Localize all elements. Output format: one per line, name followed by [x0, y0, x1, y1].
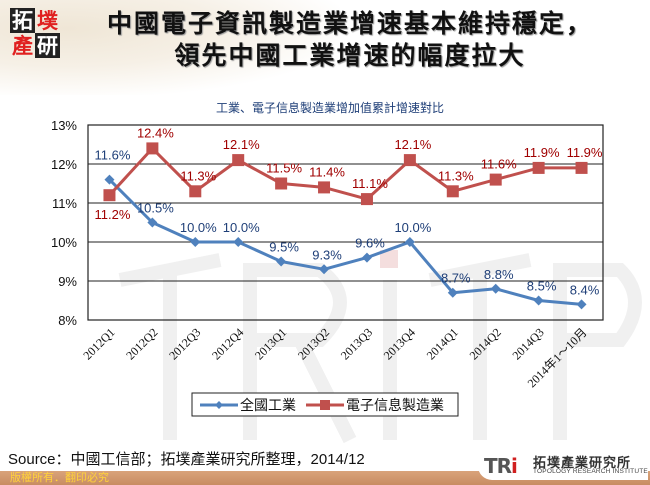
tri-logo-chinese: 拓墣產業研究所 — [533, 455, 632, 470]
x-tick-label: 2012Q1 — [80, 325, 117, 362]
x-tick-label: 2013Q3 — [338, 325, 375, 362]
legend-marker-square — [320, 400, 330, 410]
y-tick-label: 13% — [51, 118, 77, 133]
data-point-diamond — [319, 264, 330, 275]
data-point-square — [360, 193, 373, 206]
logo-char: 研 — [35, 33, 60, 58]
logo-char: 拓 — [10, 8, 35, 33]
data-point-square — [446, 185, 459, 198]
data-point-diamond — [576, 299, 587, 310]
y-tick-label: 10% — [51, 235, 77, 250]
data-label: 10.0% — [223, 220, 260, 235]
chart-gridlines — [88, 163, 603, 282]
title-line-2: 領先中國工業增速的幅度拉大 — [174, 41, 526, 70]
x-tick-label: 2013Q2 — [295, 325, 332, 362]
data-point-square — [575, 161, 588, 174]
x-axis-ticks: 2012Q1 2012Q2 2012Q3 2012Q4 2013Q1 2013Q2 2013… — [80, 325, 589, 390]
data-point-square — [532, 161, 545, 174]
data-label: 11.2% — [95, 207, 131, 222]
data-label: 10.5% — [137, 201, 174, 216]
tri-logo-english: TOPOLOGY RESEARCH INSTITUTE — [533, 468, 648, 475]
logo-char: 產 — [12, 33, 33, 58]
data-label: 11.5% — [266, 161, 302, 176]
data-point-square — [189, 185, 202, 198]
data-label: 9.5% — [269, 240, 299, 255]
data-label: 12.1% — [223, 137, 260, 152]
data-label: 8.5% — [527, 279, 557, 294]
copyright-text: 版權所有．翻印必究 — [10, 472, 109, 484]
y-tick-label: 11% — [52, 196, 77, 211]
legend-label: 全國工業 — [240, 397, 296, 413]
data-point-diamond — [233, 237, 244, 247]
data-point-square — [403, 154, 416, 167]
data-label: 8.7% — [441, 271, 471, 286]
data-label: 11.6% — [481, 157, 517, 172]
data-point-diamond — [147, 217, 158, 228]
series-line — [108, 146, 582, 201]
tri-logo-badge: 拓 墣 產 研 — [10, 8, 60, 58]
title-line-1: 中國電子資訊製造業增速基本維持穩定， — [106, 9, 593, 38]
y-tick-label: 8% — [58, 313, 77, 328]
x-tick-label: 2012Q4 — [209, 325, 246, 362]
data-label: 11.3% — [438, 168, 474, 183]
data-point-diamond — [276, 256, 287, 267]
data-point-diamond — [190, 237, 201, 247]
x-tick-label: 2013Q1 — [252, 325, 289, 362]
x-tick-label: 2012Q3 — [166, 325, 203, 362]
plot-area — [87, 124, 604, 321]
data-point-diamond — [404, 237, 415, 247]
series-line — [108, 178, 582, 306]
x-tick-label: 2014Q1 — [424, 325, 461, 362]
data-point-square — [318, 181, 331, 194]
data-label: 11.9% — [567, 145, 603, 160]
line-chart: 工業、電子信息製造業增加值累計增速對比 8% 9% 10% 11% 12% 13% 201… — [51, 100, 604, 417]
data-label: 11.1% — [352, 176, 388, 191]
y-tick-label: 9% — [58, 274, 77, 289]
x-tick-label: 2014Q3 — [510, 325, 547, 362]
data-point-diamond — [361, 252, 372, 263]
data-label: 11.3% — [180, 168, 216, 183]
x-tick-label: 2013Q4 — [381, 325, 418, 362]
data-label: 8.8% — [484, 267, 514, 282]
data-label: 12.1% — [394, 137, 431, 152]
data-point-diamond — [447, 287, 458, 298]
data-point-diamond — [490, 283, 501, 294]
data-point-diamond — [533, 295, 544, 306]
data-label: 11.6% — [95, 148, 131, 163]
data-point-square — [489, 173, 502, 186]
data-point-square — [232, 154, 245, 167]
legend-label: 電子信息製造業 — [346, 397, 444, 413]
data-label: 11.9% — [524, 145, 560, 160]
data-label: 11.4% — [309, 164, 345, 179]
slide-title: 中國電子資訊製造業增速基本維持穩定， 領先中國工業增速的幅度拉大 — [70, 8, 630, 72]
data-label: 9.3% — [312, 247, 342, 262]
data-label: 10.0% — [180, 220, 217, 235]
legend-marker-diamond — [215, 401, 223, 409]
data-label: 12.4% — [137, 125, 174, 140]
chart-series: 11.6% 10.5% 10.0% 10.0% 9.5% 9.3% 9.6% 10.0% 8.7… — [95, 125, 603, 310]
data-label: 9.6% — [355, 236, 385, 251]
tri-footer-logo: TRi 拓墣產業研究所 TOPOLOGY RESEARCH INSTITUTE — [478, 450, 648, 480]
data-point-square — [103, 189, 116, 202]
data-point-square — [275, 177, 288, 190]
data-point-square — [146, 142, 159, 155]
y-tick-label: 12% — [51, 157, 77, 172]
x-tick-label: 2014Q2 — [467, 325, 504, 362]
y-axis-ticks: 8% 9% 10% 11% 12% 13% — [51, 118, 77, 328]
data-label: 8.4% — [570, 282, 600, 297]
chart-title: 工業、電子信息製造業增加值累計增速對比 — [216, 100, 444, 115]
data-label: 10.0% — [394, 220, 431, 235]
x-tick-label: 2012Q2 — [123, 325, 160, 362]
source-note: Source：中國工信部；拓墣產業研究所整理，2014/12 — [8, 451, 365, 468]
tri-logo-mark: TRi — [484, 454, 518, 478]
logo-char: 墣 — [37, 8, 58, 33]
data-point-diamond — [104, 174, 115, 185]
chart-legend: 全國工業 電子信息製造業 — [191, 392, 459, 417]
